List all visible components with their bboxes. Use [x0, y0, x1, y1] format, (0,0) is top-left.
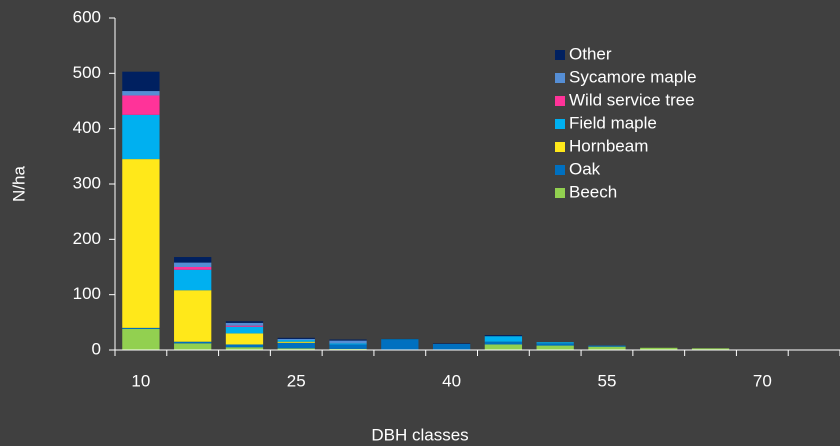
- bar-segment: [277, 341, 315, 343]
- bar-segment: [329, 344, 367, 349]
- bar-segment: [174, 257, 212, 263]
- bar-segment: [484, 344, 523, 350]
- bar-segment: [536, 345, 574, 350]
- bar-segment: [484, 341, 523, 345]
- legend-label: Oak: [569, 159, 601, 178]
- y-tick-label: 400: [73, 118, 101, 137]
- bar-segment: [225, 344, 264, 348]
- bar-segment: [174, 341, 212, 344]
- bar-segment: [381, 338, 419, 340]
- bar-segment: [174, 267, 212, 270]
- bar-segment: [691, 348, 730, 350]
- y-tick-label: 500: [73, 63, 101, 82]
- bar-segment: [174, 343, 212, 350]
- legend-swatch: [555, 96, 565, 106]
- bar-segment: [329, 339, 367, 341]
- bar-segment: [329, 343, 367, 345]
- y-tick-label: 100: [73, 284, 101, 303]
- legend-label: Other: [569, 44, 612, 63]
- legend-label: Wild service tree: [569, 90, 695, 109]
- y-tick-label: 200: [73, 229, 101, 248]
- bar-segment: [277, 337, 315, 339]
- y-axis-title: N/ha: [9, 166, 28, 202]
- legend-label: Sycamore maple: [569, 67, 697, 86]
- x-tick-label: 40: [442, 371, 461, 390]
- bar-segment: [640, 347, 678, 350]
- legend-label: Hornbeam: [569, 136, 648, 155]
- legend-swatch: [555, 50, 565, 60]
- legend-swatch: [555, 73, 565, 83]
- bar-segment: [225, 326, 264, 334]
- bar-segment: [122, 91, 160, 96]
- bar-segment: [174, 290, 212, 342]
- bar-segment: [225, 333, 264, 345]
- bar-segment: [122, 71, 160, 92]
- bar-segment: [225, 325, 264, 327]
- x-tick-label: 55: [598, 371, 617, 390]
- bar-segment: [225, 322, 264, 326]
- legend-swatch: [555, 165, 565, 175]
- bar-segment: [432, 343, 471, 350]
- bar-segment: [174, 269, 212, 291]
- bar-segment: [277, 348, 315, 350]
- x-tick-label: 25: [287, 371, 306, 390]
- bar-segment: [277, 342, 315, 349]
- bar-segment: [122, 327, 160, 329]
- bar-segment: [122, 95, 160, 115]
- bar-segment: [536, 342, 574, 344]
- bar-segment: [277, 340, 315, 342]
- bar-segment: [122, 159, 160, 328]
- bar-segment: [122, 328, 160, 350]
- bar-segment: [484, 335, 523, 337]
- legend-swatch: [555, 119, 565, 129]
- bar-segment: [329, 348, 367, 350]
- bar-segment: [432, 343, 471, 344]
- bar-segment: [381, 339, 419, 341]
- bar-segment: [225, 347, 264, 350]
- bar-segment: [277, 338, 315, 341]
- bar-segment: [484, 336, 523, 342]
- x-tick-label: 10: [131, 371, 150, 390]
- x-tick-label: 70: [753, 371, 772, 390]
- legend-swatch: [555, 142, 565, 152]
- bar-segment: [329, 340, 367, 344]
- y-tick-label: 600: [73, 7, 101, 26]
- x-axis-title: DBH classes: [371, 425, 468, 444]
- legend-label: Field maple: [569, 113, 657, 132]
- bar-segment: [225, 321, 264, 323]
- legend-swatch: [555, 188, 565, 198]
- bar-segment: [381, 340, 419, 350]
- legend-label: Beech: [569, 182, 617, 201]
- bar-segment: [174, 262, 212, 267]
- y-tick-label: 0: [92, 339, 101, 358]
- bar-segment: [588, 345, 626, 347]
- bar-segment: [536, 343, 574, 346]
- y-tick-label: 300: [73, 173, 101, 192]
- bar-segment: [588, 346, 626, 350]
- bar-segment: [122, 114, 160, 160]
